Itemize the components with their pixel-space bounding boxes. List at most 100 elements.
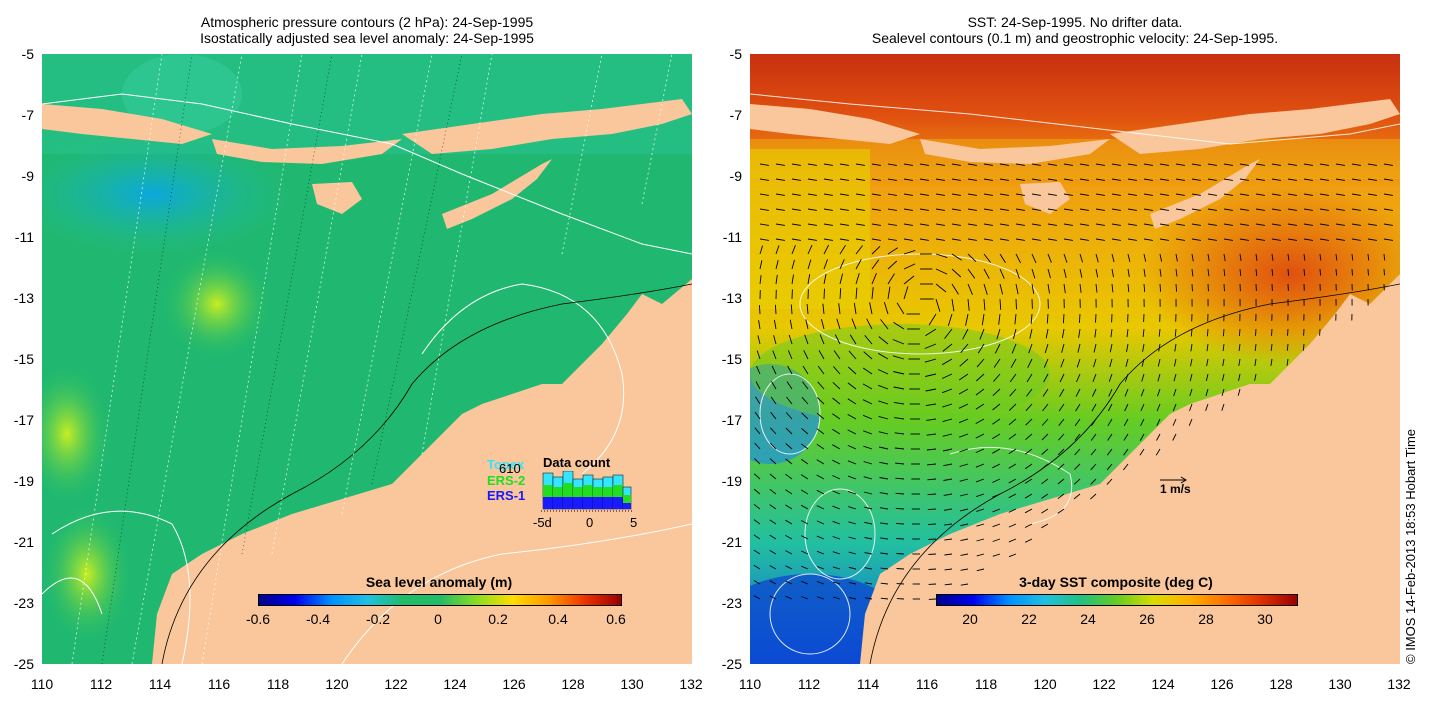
velocity-arrow	[1010, 358, 1017, 368]
velocity-arrow	[871, 273, 877, 285]
velocity-arrow	[1143, 223, 1153, 226]
velocity-arrow	[1008, 523, 1017, 528]
bali-lombok-islands	[920, 139, 1110, 164]
lat-tick: -23	[721, 595, 742, 611]
velocity-arrow	[1073, 493, 1081, 500]
velocity-arrow	[992, 478, 1001, 483]
velocity-arrow	[785, 550, 793, 555]
velocity-arrow	[785, 595, 793, 600]
velocity-arrow	[1094, 328, 1097, 338]
velocity-arrow	[1141, 358, 1145, 367]
velocity-arrow	[1073, 478, 1081, 485]
velocity-arrow	[848, 581, 857, 585]
velocity-arrow	[1031, 208, 1041, 211]
lon-tick: 118	[266, 676, 290, 692]
velocity-arrow	[877, 369, 889, 375]
velocity-arrow	[1028, 343, 1033, 354]
velocity-arrow	[801, 565, 809, 570]
velocity-arrow	[1031, 178, 1041, 181]
velocity-arrow	[1351, 253, 1354, 261]
lon-tick: 118	[974, 676, 998, 692]
velocity-arrow	[1026, 388, 1033, 397]
velocity-arrow	[832, 428, 841, 435]
velocity-arrow	[1221, 403, 1225, 411]
velocity-arrow	[1047, 253, 1052, 263]
velocity-arrow	[871, 223, 881, 226]
velocity-arrow	[847, 444, 857, 450]
velocity-arrow	[1255, 268, 1258, 276]
velocity-arrow	[816, 443, 825, 450]
velocity-arrow	[817, 381, 825, 390]
velocity-arrow	[1156, 433, 1161, 441]
velocity-arrow	[999, 268, 1005, 279]
lon-tick: 110	[738, 676, 762, 692]
velocity-arrow	[785, 473, 793, 480]
velocity-arrow	[1143, 178, 1153, 181]
velocity-arrow	[951, 223, 961, 226]
velocity-arrow	[839, 163, 849, 166]
velocity-arrow	[1303, 193, 1313, 196]
velocity-arrow	[756, 365, 761, 375]
velocity-arrow	[1303, 238, 1313, 241]
velocity-arrow	[1303, 163, 1313, 166]
velocity-arrow	[772, 350, 777, 360]
velocity-arrow	[807, 193, 817, 196]
lat-tick: -19	[721, 473, 742, 489]
velocity-arrow	[832, 459, 841, 465]
velocity-arrow	[1175, 223, 1185, 226]
left-cbar-tick: -0.6	[245, 611, 271, 627]
velocity-arrow	[1111, 253, 1115, 263]
timor-island	[442, 159, 552, 229]
velocity-arrow	[1142, 343, 1145, 352]
velocity-arrow	[759, 275, 762, 285]
velocity-arrow	[1090, 493, 1097, 500]
velocity-arrow	[855, 259, 862, 270]
velocity-arrow	[816, 428, 825, 435]
velocity-arrow	[1015, 238, 1025, 241]
velocity-arrow	[863, 491, 873, 495]
velocity-scale: 1 m/s	[1160, 474, 1220, 498]
velocity-arrow	[855, 193, 865, 196]
velocity-arrow	[1383, 178, 1393, 181]
lon-tick: 132	[1387, 676, 1411, 692]
velocity-arrow	[1319, 268, 1322, 276]
velocity-arrow	[1061, 328, 1065, 339]
velocity-arrow	[785, 535, 793, 540]
velocity-arrow	[960, 538, 969, 542]
velocity-arrow	[959, 478, 969, 482]
velocity-arrow	[1024, 508, 1033, 514]
velocity-arrow	[1025, 538, 1033, 543]
velocity-arrow	[1078, 313, 1081, 323]
velocity-arrow	[1159, 253, 1163, 262]
velocity-arrow	[1175, 193, 1185, 196]
velocity-arrow	[879, 507, 889, 510]
velocity-arrow	[1075, 403, 1081, 412]
lat-tick: -25	[13, 656, 34, 672]
velocity-arrow	[958, 403, 969, 409]
velocity-arrow	[1157, 358, 1161, 367]
velocity-arrow	[1106, 448, 1113, 456]
velocity-arrow	[847, 414, 857, 420]
velocity-arrow	[864, 335, 873, 345]
velocity-arrow	[1047, 193, 1057, 196]
velocity-arrow	[1351, 268, 1353, 276]
left-cbar-tick: 0.6	[606, 611, 626, 627]
velocity-arrow	[1139, 433, 1145, 441]
velocity-arrow	[1159, 238, 1169, 241]
sumbawa-flores-islands	[1110, 99, 1400, 154]
velocity-arrow	[832, 596, 841, 600]
velocity-arrow	[791, 178, 801, 181]
velocity-arrow	[879, 477, 889, 480]
velocity-arrow	[1159, 268, 1162, 277]
velocity-arrow	[775, 223, 785, 226]
velocity-arrow	[1095, 193, 1105, 196]
lat-tick: -7	[21, 107, 34, 123]
velocity-arrow	[967, 268, 976, 279]
velocity-arrow	[879, 492, 889, 495]
velocity-arrow	[1159, 223, 1169, 226]
velocity-arrow	[926, 433, 937, 436]
velocity-arrow	[1239, 178, 1249, 181]
velocity-arrow	[1059, 388, 1065, 397]
velocity-arrow	[785, 443, 793, 450]
right-cbar-tick: 26	[1139, 611, 1155, 627]
